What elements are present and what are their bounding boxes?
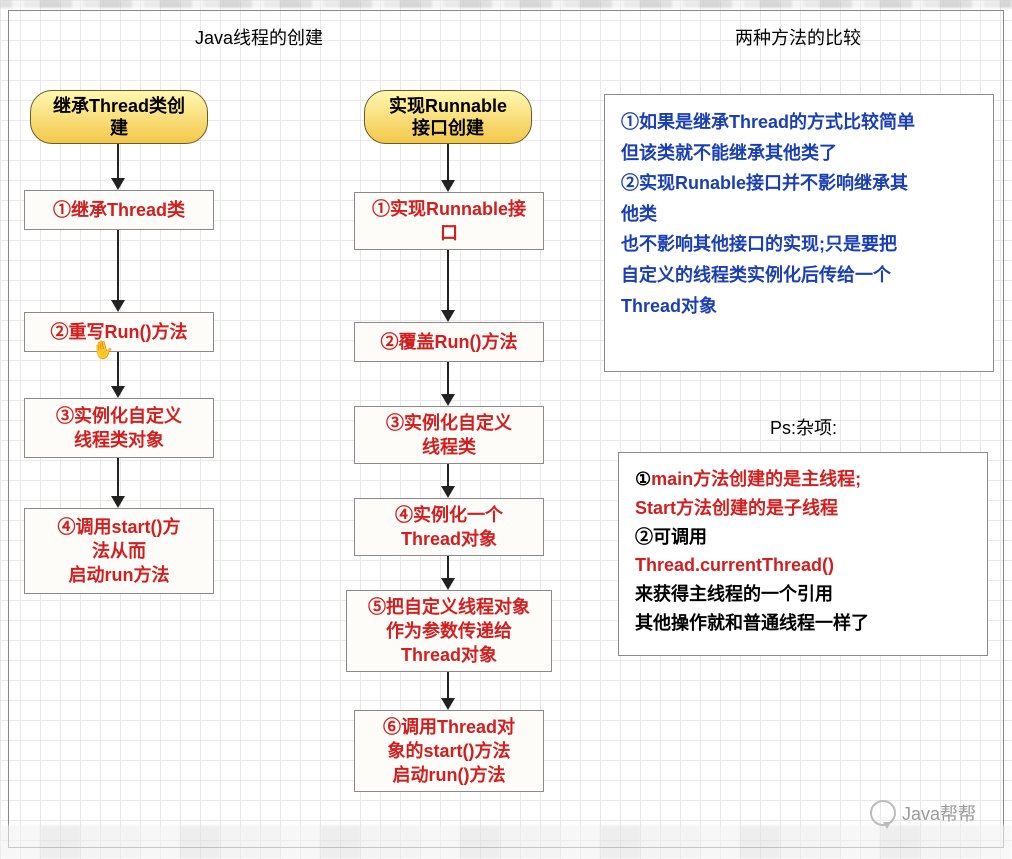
comparison-line: ①如果是继承Thread的方式比较简单: [621, 107, 977, 138]
arrow-down-icon: [441, 362, 455, 406]
comparison-line: 但该类就不能继承其他类了: [621, 138, 977, 169]
flow-step: ②覆盖Run()方法: [354, 322, 544, 362]
ps-run: 来获得主线程的一个引用: [635, 584, 833, 604]
flow-step: ①继承Thread类: [24, 190, 214, 230]
arrow-down-icon: [441, 556, 455, 590]
ps-run: 其他操作就和普通线程一样了: [635, 613, 869, 633]
toolbar-blur: [0, 0, 1012, 8]
comparison-line: ②实现Runable接口并不影响继承其: [621, 168, 977, 199]
comparison-panel: ①如果是继承Thread的方式比较简单但该类就不能继承其他类了②实现Runabl…: [604, 94, 994, 372]
flow-step: ⑤把自定义线程对象作为参数传递给Thread对象: [346, 590, 552, 672]
title-right: 两种方法的比较: [735, 24, 861, 50]
watermark: Java帮帮: [870, 800, 976, 826]
arrow-down-icon: [111, 230, 125, 312]
start-node-thread: 继承Thread类创建: [30, 90, 208, 144]
flow-step: ⑥调用Thread对象的start()方法启动run()方法: [354, 710, 544, 792]
flow-step: ③实例化自定义线程类: [354, 406, 544, 464]
flow-step: ③实例化自定义线程类对象: [24, 398, 214, 458]
ps-run: Start方法创建的是子线程: [635, 498, 838, 518]
cursor-hand-icon: ✋: [90, 338, 116, 363]
flow-step: ②重写Run()方法: [24, 312, 214, 352]
arrow-down-icon: [441, 672, 455, 710]
watermark-text: Java帮帮: [902, 800, 976, 826]
comparison-line: 他类: [621, 199, 977, 230]
ps-run: main方法创建的是主线程;: [651, 469, 861, 489]
ps-run: ①: [635, 469, 651, 489]
chat-bubble-icon: [870, 800, 896, 826]
comparison-line: 自定义的线程类实例化后传给一个: [621, 260, 977, 291]
title-left: Java线程的创建: [195, 24, 323, 50]
ps-title: Ps:杂项:: [770, 414, 837, 440]
flow-step: ①实现Runnable接口: [354, 192, 544, 250]
bottom-blur: [0, 825, 1012, 859]
ps-panel: ①main方法创建的是主线程; Start方法创建的是子线程 ②可调用 Thread.…: [618, 452, 988, 656]
start-node-runnable: 实现Runnable接口创建: [364, 90, 532, 144]
flow-step: ④调用start()方法从而启动run方法: [24, 508, 214, 594]
arrow-down-icon: [111, 458, 125, 508]
comparison-line: Thread对象: [621, 291, 977, 322]
arrow-down-icon: [441, 250, 455, 322]
arrow-down-icon: [441, 464, 455, 498]
comparison-line: 也不影响其他接口的实现;只是要把: [621, 229, 977, 260]
arrow-down-icon: [441, 144, 455, 192]
flow-step: ④实例化一个Thread对象: [354, 498, 544, 556]
ps-run: ②可调用: [635, 527, 707, 547]
arrow-down-icon: [111, 144, 125, 190]
ps-run: Thread.currentThread(): [635, 555, 834, 575]
